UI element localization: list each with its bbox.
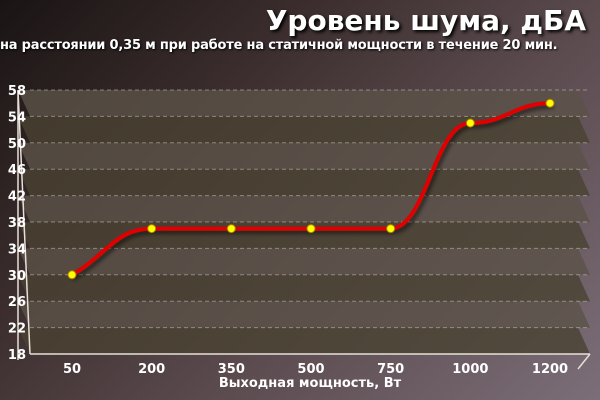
grid-band: [18, 301, 590, 328]
x-tick-label: 350: [218, 362, 245, 377]
x-tick-label: 200: [138, 362, 165, 377]
grid-band: [18, 116, 590, 143]
x-tick-label: 750: [377, 362, 404, 377]
grid-band: [18, 327, 590, 354]
x-tick-label: 50: [63, 362, 81, 377]
grid-band: [18, 222, 590, 249]
y-tick-label: 46: [8, 163, 26, 178]
chart-subtitle: на расстоянии 0,35 м при работе на стати…: [0, 38, 558, 53]
grid-band: [18, 274, 590, 302]
y-tick-label: 30: [8, 269, 26, 284]
data-point: [226, 224, 236, 234]
data-point: [67, 270, 77, 280]
chart-title: Уровень шума, дБА: [265, 4, 586, 37]
data-point: [545, 98, 555, 108]
y-tick-label: 50: [8, 137, 26, 152]
data-point: [386, 224, 396, 234]
x-tick-label: 500: [297, 362, 324, 377]
grid-band: [18, 142, 590, 170]
x-axis-label: Выходная мощность, Вт: [218, 376, 402, 391]
y-tick-label: 34: [8, 242, 26, 257]
grid-band: [18, 169, 590, 196]
grid-band: [18, 90, 590, 117]
x-tick-label: 1200: [532, 362, 568, 377]
y-tick-label: 54: [8, 110, 26, 125]
grid-band: [18, 195, 590, 222]
y-tick-label: 42: [8, 190, 26, 205]
y-tick-label: 38: [8, 216, 26, 231]
y-tick-label: 18: [8, 348, 26, 363]
y-axis-line: [17, 89, 31, 355]
y-tick-label: 22: [8, 322, 26, 337]
grid-band: [18, 248, 590, 275]
x-tick-label: 1000: [452, 362, 488, 377]
data-point: [465, 118, 475, 128]
data-point: [147, 224, 157, 234]
y-tick-label: 26: [8, 295, 26, 310]
floor-edge-line: [577, 353, 591, 370]
y-tick-label: 58: [8, 84, 26, 99]
data-point: [306, 224, 316, 234]
